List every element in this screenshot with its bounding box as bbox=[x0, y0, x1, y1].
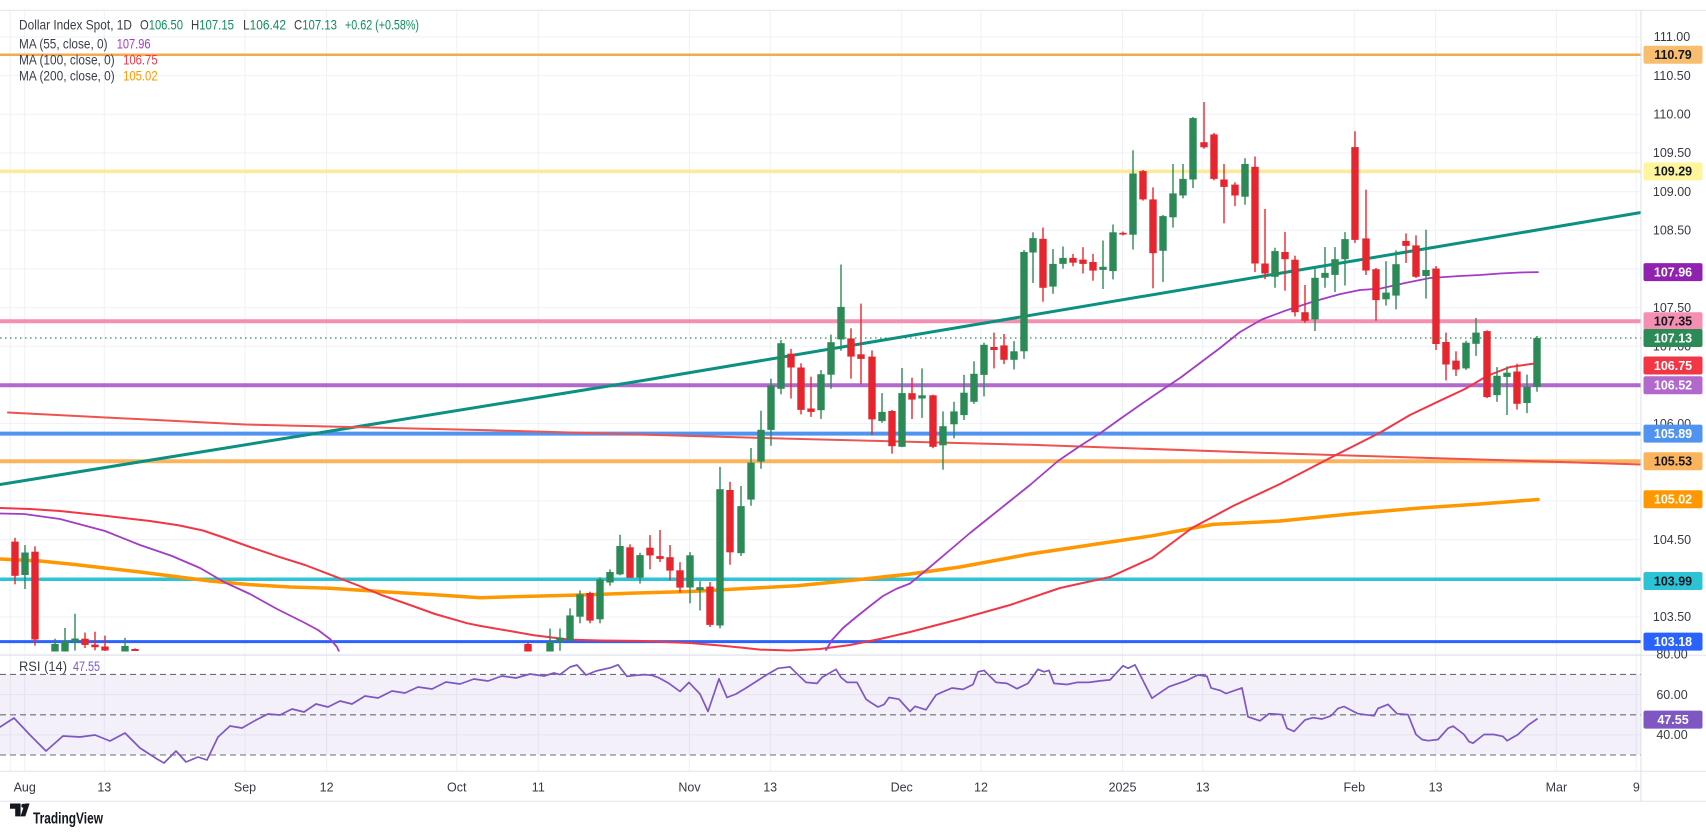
svg-text:Dollar Index Spot, 1D: Dollar Index Spot, 1D bbox=[19, 16, 132, 32]
svg-text:105.02: 105.02 bbox=[1654, 493, 1692, 507]
svg-text:106.75: 106.75 bbox=[123, 52, 158, 68]
svg-text:H107.15: H107.15 bbox=[191, 16, 234, 32]
svg-text:Sep: Sep bbox=[234, 781, 256, 795]
svg-text:MA (55, close, 0): MA (55, close, 0) bbox=[19, 36, 108, 52]
svg-text:47.55: 47.55 bbox=[1657, 713, 1688, 727]
svg-text:C107.13: C107.13 bbox=[294, 16, 337, 32]
svg-text:11: 11 bbox=[532, 781, 545, 795]
svg-text:Dec: Dec bbox=[891, 781, 913, 795]
svg-text:9: 9 bbox=[1633, 781, 1640, 795]
svg-text:109.00: 109.00 bbox=[1653, 185, 1691, 199]
svg-text:110.00: 110.00 bbox=[1653, 108, 1690, 122]
svg-text:103.18: 103.18 bbox=[1654, 635, 1692, 649]
svg-text:105.02: 105.02 bbox=[123, 68, 158, 84]
svg-text:2025: 2025 bbox=[1109, 781, 1137, 795]
svg-text:Aug: Aug bbox=[14, 781, 36, 795]
svg-text:Feb: Feb bbox=[1344, 781, 1366, 795]
svg-text:107.50: 107.50 bbox=[1653, 301, 1691, 315]
svg-text:MA (100, close, 0): MA (100, close, 0) bbox=[19, 52, 115, 68]
svg-text:107.96: 107.96 bbox=[117, 36, 151, 52]
svg-text:47.55: 47.55 bbox=[73, 658, 100, 674]
svg-text:107.13: 107.13 bbox=[1654, 331, 1692, 345]
svg-text:12: 12 bbox=[320, 781, 334, 795]
svg-text:80.00: 80.00 bbox=[1656, 648, 1687, 662]
svg-text:O106.50: O106.50 bbox=[140, 16, 183, 32]
svg-text:110.79: 110.79 bbox=[1654, 48, 1692, 62]
svg-text:Oct: Oct bbox=[447, 781, 467, 795]
svg-text:107.96: 107.96 bbox=[1654, 265, 1692, 279]
svg-text:L106.42: L106.42 bbox=[243, 16, 286, 32]
svg-text:106.52: 106.52 bbox=[1654, 379, 1692, 393]
svg-text:111.00: 111.00 bbox=[1654, 30, 1690, 44]
svg-text:110.50: 110.50 bbox=[1653, 69, 1690, 83]
svg-text:107.35: 107.35 bbox=[1654, 315, 1692, 329]
svg-text:103.50: 103.50 bbox=[1653, 610, 1691, 624]
svg-text:+0.62 (+0.58%): +0.62 (+0.58%) bbox=[345, 16, 419, 32]
svg-text:12: 12 bbox=[974, 781, 988, 795]
svg-text:13: 13 bbox=[763, 781, 777, 795]
svg-text:RSI (14): RSI (14) bbox=[19, 658, 67, 674]
svg-text:105.53: 105.53 bbox=[1654, 455, 1692, 469]
svg-text:104.50: 104.50 bbox=[1653, 533, 1691, 547]
svg-text:13: 13 bbox=[97, 781, 111, 795]
svg-text:MA (200, close, 0): MA (200, close, 0) bbox=[19, 68, 115, 84]
svg-text:109.29: 109.29 bbox=[1654, 165, 1692, 179]
svg-text:60.00: 60.00 bbox=[1656, 688, 1687, 702]
svg-text:Mar: Mar bbox=[1546, 781, 1568, 795]
svg-text:103.99: 103.99 bbox=[1654, 574, 1692, 588]
svg-text:TradingView: TradingView bbox=[33, 811, 104, 828]
svg-text:108.50: 108.50 bbox=[1653, 224, 1691, 238]
svg-text:109.50: 109.50 bbox=[1653, 146, 1691, 160]
svg-text:13: 13 bbox=[1196, 781, 1210, 795]
svg-text:Nov: Nov bbox=[678, 781, 701, 795]
svg-text:13: 13 bbox=[1429, 781, 1443, 795]
svg-text:106.75: 106.75 bbox=[1654, 359, 1692, 373]
svg-text:105.89: 105.89 bbox=[1654, 427, 1692, 441]
svg-text:40.00: 40.00 bbox=[1656, 728, 1687, 742]
